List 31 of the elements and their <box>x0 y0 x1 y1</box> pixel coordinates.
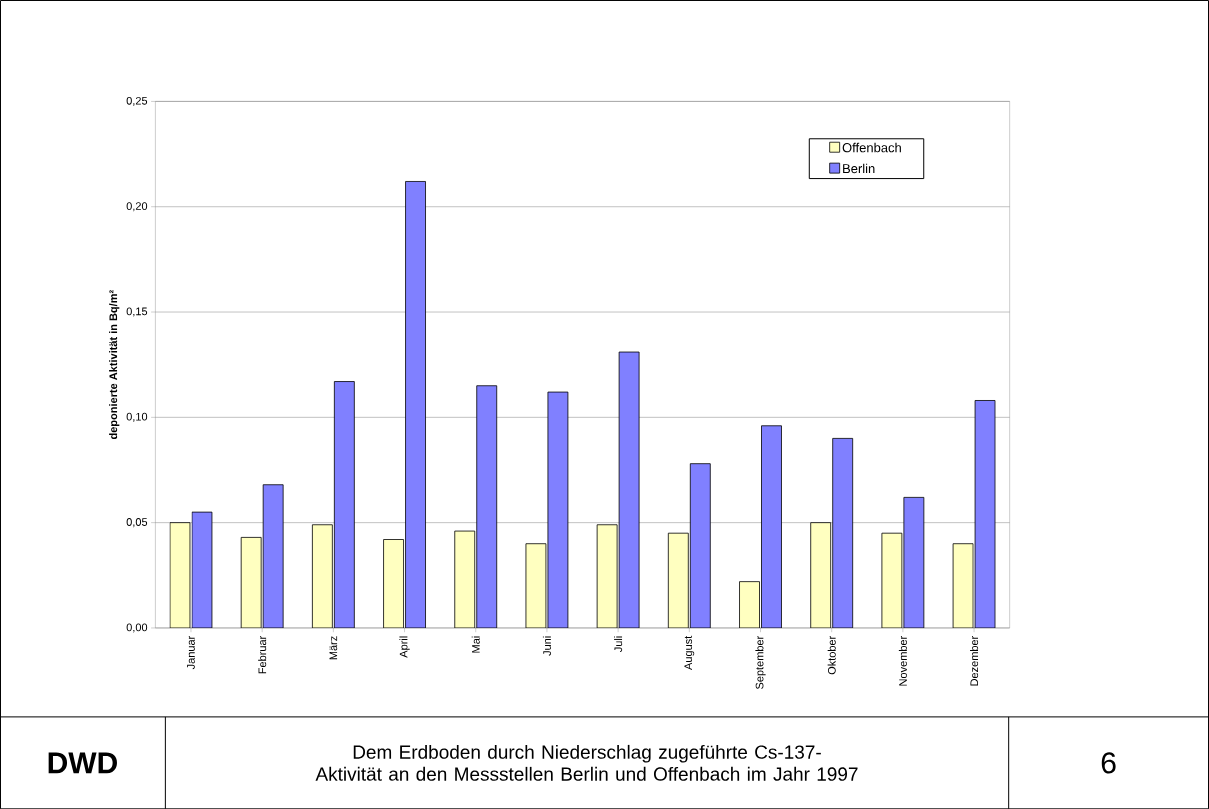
x-tick-label: März <box>329 636 338 660</box>
text: Dem Erdboden durch Niederschlag zugeführte Cs-137-Aktivität an den Messstellen Berlin und Offenbach im Jahr 1997 <box>315 744 858 781</box>
x-tick-label: Oktober <box>827 635 836 675</box>
bar <box>454 530 476 628</box>
x-tick-label: September <box>755 635 766 689</box>
text: 6 <box>1101 752 1116 774</box>
bar <box>311 524 333 628</box>
x-tick-label: Juli <box>614 636 623 652</box>
y-tick-label: 0,10 <box>126 412 148 422</box>
bar <box>240 536 262 628</box>
x-tick-label: April <box>399 636 410 658</box>
legend-label: Berlin <box>843 163 875 174</box>
bar <box>383 538 404 628</box>
bar <box>739 581 760 628</box>
x-tick-label: Dezember <box>970 635 979 686</box>
y-tick-label: 0,20 <box>126 202 148 212</box>
y-axis-title: deponierte Aktivität in Bq/m² <box>109 289 120 439</box>
y-tick-label: 0,25 <box>126 96 148 106</box>
x-tick-label: Februar <box>258 635 267 674</box>
y-tick-label: 0,15 <box>126 307 148 317</box>
x-tick-label: August <box>684 635 695 670</box>
bar <box>810 522 832 628</box>
y-tick-label: 0,05 <box>126 517 148 528</box>
x-tick-label: Mai <box>471 636 480 653</box>
x-tick-label: Januar <box>187 635 195 670</box>
legend-label: Offenbach <box>842 142 901 153</box>
bar <box>667 532 689 628</box>
x-tick-label: Juni <box>542 636 551 656</box>
text: DWD <box>48 752 117 774</box>
y-tick-label: 0,00 <box>126 623 148 633</box>
x-tick-label: November <box>898 635 907 686</box>
